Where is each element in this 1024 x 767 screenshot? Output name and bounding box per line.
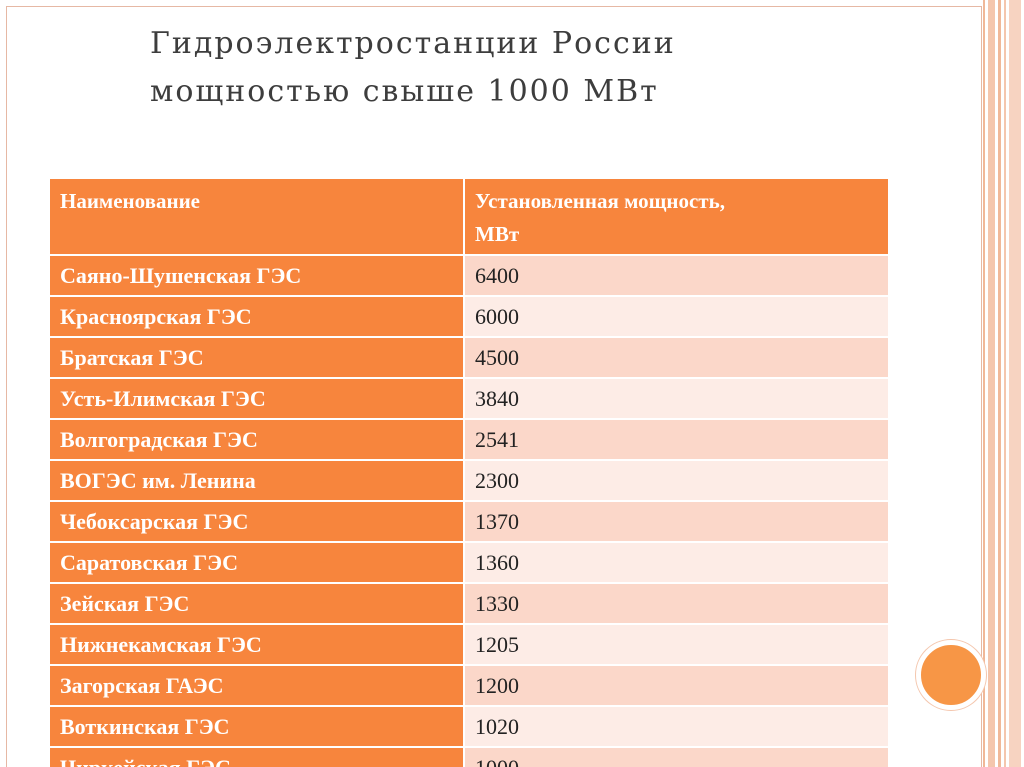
header-capacity: Установленная мощность, МВт [463, 177, 890, 256]
header-capacity-line-2: МВт [475, 222, 520, 246]
slide-title-line-1: Гидроэлектростанции России [150, 26, 676, 61]
plant-capacity: 3840 [463, 377, 890, 420]
table-row: Чиркейская ГЭС 1000 [48, 746, 890, 767]
plant-capacity: 6000 [463, 295, 890, 338]
table-row: Красноярская ГЭС 6000 [48, 295, 890, 338]
plant-name: Волгоградская ГЭС [48, 418, 465, 461]
slide-title-line-2: мощностью свыше 1000 МВт [150, 74, 659, 109]
plant-name: Воткинская ГЭС [48, 705, 465, 748]
plant-name: ВОГЭС им. Ленина [48, 459, 465, 502]
plant-name: Чиркейская ГЭС [48, 746, 465, 767]
plant-capacity: 4500 [463, 336, 890, 379]
plant-capacity: 1020 [463, 705, 890, 748]
plant-name: Загорская ГАЭС [48, 664, 465, 707]
plant-name: Красноярская ГЭС [48, 295, 465, 338]
plant-name: Усть-Илимская ГЭС [48, 377, 465, 420]
slide-title: Гидроэлектростанции России мощностью свы… [150, 20, 930, 116]
hydro-plants-table: Наименование Установленная мощность, МВт… [48, 177, 890, 767]
plant-capacity: 1000 [463, 746, 890, 767]
table-row: Братская ГЭС 4500 [48, 336, 890, 379]
table-row: Зейская ГЭС 1330 [48, 582, 890, 625]
plant-capacity: 1205 [463, 623, 890, 666]
plant-capacity: 1330 [463, 582, 890, 625]
table-row: Чебоксарская ГЭС 1370 [48, 500, 890, 543]
plant-capacity: 1200 [463, 664, 890, 707]
plant-name: Саратовская ГЭС [48, 541, 465, 584]
header-capacity-line-1: Установленная мощность, [475, 189, 725, 213]
decorative-stripe [1009, 0, 1021, 767]
decorative-stripe [1004, 0, 1006, 767]
table-row: Загорская ГАЭС 1200 [48, 664, 890, 707]
decorative-circle-icon [916, 640, 986, 710]
decorative-stripe [983, 0, 985, 767]
plant-capacity: 1360 [463, 541, 890, 584]
table-row: Воткинская ГЭС 1020 [48, 705, 890, 748]
decorative-stripe [988, 0, 995, 767]
table-row: Саратовская ГЭС 1360 [48, 541, 890, 584]
plant-capacity: 1370 [463, 500, 890, 543]
plant-name: Саяно-Шушенская ГЭС [48, 254, 465, 297]
plant-name: Чебоксарская ГЭС [48, 500, 465, 543]
table-row: Нижнекамская ГЭС 1205 [48, 623, 890, 666]
table-row: Волгоградская ГЭС 2541 [48, 418, 890, 461]
decorative-stripe [998, 0, 1001, 767]
plant-name: Зейская ГЭС [48, 582, 465, 625]
plant-name: Нижнекамская ГЭС [48, 623, 465, 666]
table-header-row: Наименование Установленная мощность, МВт [48, 177, 890, 256]
plant-name: Братская ГЭС [48, 336, 465, 379]
table-row: Усть-Илимская ГЭС 3840 [48, 377, 890, 420]
header-name: Наименование [48, 177, 465, 256]
plant-capacity: 2300 [463, 459, 890, 502]
table-row: Саяно-Шушенская ГЭС 6400 [48, 254, 890, 297]
plant-capacity: 6400 [463, 254, 890, 297]
slide-frame [6, 6, 982, 767]
plant-capacity: 2541 [463, 418, 890, 461]
table-row: ВОГЭС им. Ленина 2300 [48, 459, 890, 502]
